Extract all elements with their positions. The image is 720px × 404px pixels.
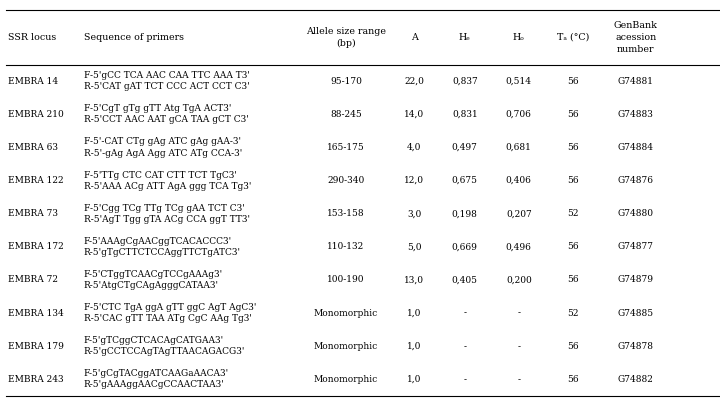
Text: -: -	[463, 342, 467, 351]
Text: -: -	[463, 309, 467, 318]
Text: F-5'gTCggCTCACAgCATGAA3'
R-5'gCCTCCAgTAgTTAACAGACG3': F-5'gTCggCTCACAgCATGAA3' R-5'gCCTCCAgTAg…	[84, 336, 245, 356]
Text: 56: 56	[567, 77, 579, 86]
Text: 0,406: 0,406	[506, 176, 531, 185]
Text: Tₐ (°C): Tₐ (°C)	[557, 33, 589, 42]
Text: EMBRA 134: EMBRA 134	[8, 309, 63, 318]
Text: EMBRA 243: EMBRA 243	[8, 375, 63, 384]
Text: 0,831: 0,831	[452, 110, 477, 119]
Text: F-5'CgT gTg gTT Atg TgA ACT3'
R-5'CCT AAC AAT gCA TAA gCT C3': F-5'CgT gTg gTT Atg TgA ACT3' R-5'CCT AA…	[84, 104, 248, 124]
Text: 88-245: 88-245	[330, 110, 362, 119]
Text: GenBank
acession
number: GenBank acession number	[614, 21, 657, 54]
Text: 0,198: 0,198	[452, 209, 477, 218]
Text: 22,0: 22,0	[405, 77, 424, 86]
Text: 0,837: 0,837	[452, 77, 477, 86]
Text: 1,0: 1,0	[408, 375, 421, 384]
Text: G74884: G74884	[618, 143, 654, 152]
Text: G74877: G74877	[618, 242, 654, 251]
Text: 52: 52	[567, 309, 578, 318]
Text: -: -	[517, 375, 521, 384]
Text: G74876: G74876	[618, 176, 654, 185]
Text: -: -	[463, 375, 467, 384]
Text: 0,496: 0,496	[506, 242, 531, 251]
Text: 14,0: 14,0	[405, 110, 424, 119]
Text: 0,681: 0,681	[506, 143, 531, 152]
Text: Allele size range
(bp): Allele size range (bp)	[306, 27, 386, 48]
Text: 56: 56	[567, 143, 579, 152]
Text: 56: 56	[567, 242, 579, 251]
Text: Sequence of primers: Sequence of primers	[84, 33, 184, 42]
Text: 13,0: 13,0	[405, 276, 424, 284]
Text: Monomorphic: Monomorphic	[314, 309, 378, 318]
Text: SSR locus: SSR locus	[8, 33, 56, 42]
Text: A: A	[411, 33, 418, 42]
Text: F-5'-CAT CTg gAg ATC gAg gAA-3'
R-5'-gAg AgA Agg ATC ATg CCA-3': F-5'-CAT CTg gAg ATC gAg gAA-3' R-5'-gAg…	[84, 137, 242, 158]
Text: 95-170: 95-170	[330, 77, 362, 86]
Text: 56: 56	[567, 375, 579, 384]
Text: 0,200: 0,200	[506, 276, 531, 284]
Text: G74881: G74881	[618, 77, 654, 86]
Text: F-5'TTg CTC CAT CTT TCT TgC3'
R-5'AAA ACg ATT AgA ggg TCA Tg3': F-5'TTg CTC CAT CTT TCT TgC3' R-5'AAA AC…	[84, 170, 251, 191]
Text: Hₒ: Hₒ	[513, 33, 525, 42]
Text: F-5'CTggTCAACgTCCgAAAg3'
R-5'AtgCTgCAgAgggCATAA3': F-5'CTggTCAACgTCCgAAAg3' R-5'AtgCTgCAgAg…	[84, 270, 222, 290]
Text: EMBRA 122: EMBRA 122	[8, 176, 63, 185]
Text: 3,0: 3,0	[408, 209, 421, 218]
Text: 110-132: 110-132	[328, 242, 364, 251]
Text: F-5'CTC TgA ggA gTT ggC AgT AgC3'
R-5'CAC gTT TAA ATg CgC AAg Tg3': F-5'CTC TgA ggA gTT ggC AgT AgC3' R-5'CA…	[84, 303, 256, 323]
Text: 100-190: 100-190	[327, 276, 365, 284]
Text: 290-340: 290-340	[328, 176, 364, 185]
Text: 56: 56	[567, 276, 579, 284]
Text: 0,405: 0,405	[451, 276, 478, 284]
Text: G74883: G74883	[618, 110, 654, 119]
Text: F-5'Cgg TCg TTg TCg gAA TCT C3'
R-5'AgT Tgg gTA ACg CCA ggT TT3': F-5'Cgg TCg TTg TCg gAA TCT C3' R-5'AgT …	[84, 204, 250, 224]
Text: EMBRA 14: EMBRA 14	[8, 77, 58, 86]
Text: EMBRA 63: EMBRA 63	[8, 143, 58, 152]
Text: 1,0: 1,0	[408, 309, 421, 318]
Text: G74879: G74879	[618, 276, 654, 284]
Text: EMBRA 210: EMBRA 210	[8, 110, 63, 119]
Text: 0,675: 0,675	[451, 176, 478, 185]
Text: 0,706: 0,706	[506, 110, 531, 119]
Text: 4,0: 4,0	[408, 143, 421, 152]
Text: 0,669: 0,669	[452, 242, 477, 251]
Text: G74878: G74878	[618, 342, 654, 351]
Text: Monomorphic: Monomorphic	[314, 375, 378, 384]
Text: EMBRA 72: EMBRA 72	[8, 276, 58, 284]
Text: -: -	[517, 309, 521, 318]
Text: 56: 56	[567, 110, 579, 119]
Text: 0,207: 0,207	[506, 209, 531, 218]
Text: Hₑ: Hₑ	[459, 33, 471, 42]
Text: G74880: G74880	[618, 209, 654, 218]
Text: 12,0: 12,0	[405, 176, 424, 185]
Text: 5,0: 5,0	[407, 242, 422, 251]
Text: 56: 56	[567, 176, 579, 185]
Text: F-5'AAAgCgAACggTCACACCC3'
R-5'gTgCTTCTCCAggTTCTgATC3': F-5'AAAgCgAACggTCACACCC3' R-5'gTgCTTCTCC…	[84, 237, 240, 257]
Text: F-5'gCgTACggATCAAGaAACA3'
R-5'gAAAggAACgCCAACTAA3': F-5'gCgTACggATCAAGaAACA3' R-5'gAAAggAACg…	[84, 369, 229, 389]
Text: Monomorphic: Monomorphic	[314, 342, 378, 351]
Text: -: -	[517, 342, 521, 351]
Text: 52: 52	[567, 209, 578, 218]
Text: 0,497: 0,497	[452, 143, 477, 152]
Text: 56: 56	[567, 342, 579, 351]
Text: EMBRA 179: EMBRA 179	[8, 342, 64, 351]
Text: EMBRA 172: EMBRA 172	[8, 242, 63, 251]
Text: F-5'gCC TCA AAC CAA TTC AAA T3'
R-5'CAT gAT TCT CCC ACT CCT C3': F-5'gCC TCA AAC CAA TTC AAA T3' R-5'CAT …	[84, 71, 249, 91]
Text: 153-158: 153-158	[327, 209, 365, 218]
Text: 1,0: 1,0	[408, 342, 421, 351]
Text: G74882: G74882	[618, 375, 654, 384]
Text: G74885: G74885	[618, 309, 654, 318]
Text: 165-175: 165-175	[327, 143, 365, 152]
Text: EMBRA 73: EMBRA 73	[8, 209, 58, 218]
Text: 0,514: 0,514	[505, 77, 532, 86]
